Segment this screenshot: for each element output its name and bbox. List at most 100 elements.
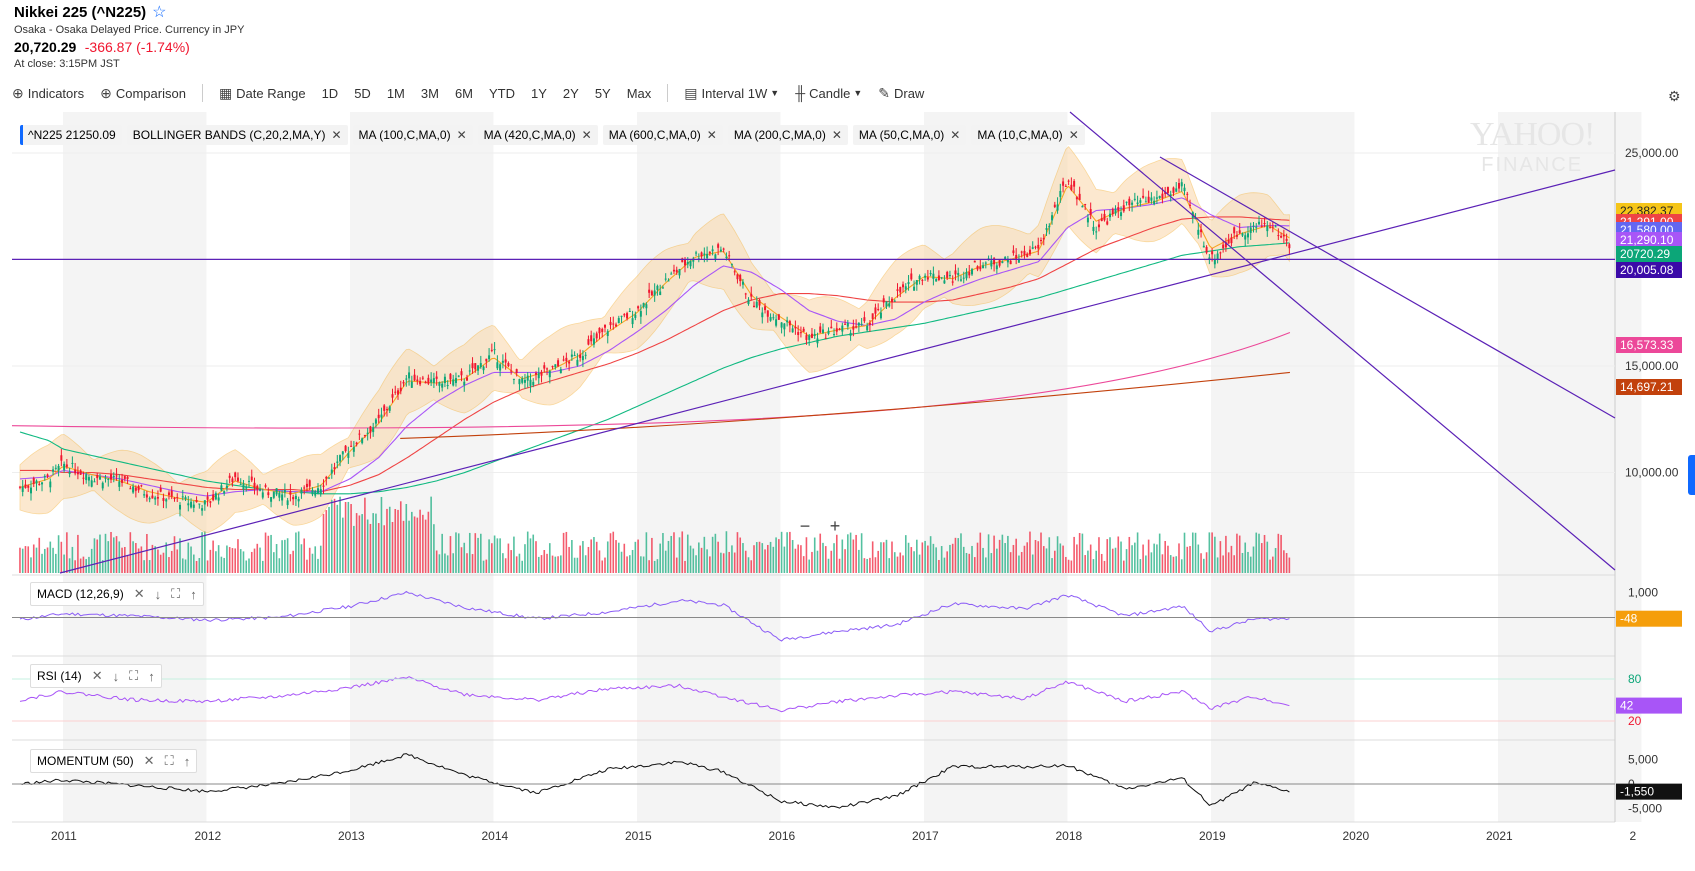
candle-body <box>76 471 79 475</box>
volume-bar <box>1070 560 1073 573</box>
volume-bar <box>1252 546 1255 573</box>
study-chip[interactable]: MA (600,C,MA,0) ✕ <box>602 125 723 145</box>
close-icon[interactable]: ✕ <box>1068 128 1079 142</box>
volume-bar <box>358 515 361 573</box>
candle-body <box>899 287 902 293</box>
volume-bar <box>77 534 79 573</box>
volume-bar <box>198 558 201 573</box>
candle-body <box>1100 218 1103 222</box>
candle-body <box>1280 235 1283 238</box>
close-icon[interactable]: ✕ <box>91 668 103 683</box>
close-icon[interactable]: ✕ <box>581 128 592 142</box>
close-icon[interactable]: ✕ <box>133 586 145 601</box>
close-icon[interactable]: ✕ <box>331 128 342 142</box>
comparison-button[interactable]: ⊕ Comparison <box>100 85 186 102</box>
candle-body <box>203 500 206 505</box>
volume-bar <box>827 558 830 573</box>
price-tag: 21,290.10 <box>1620 233 1674 247</box>
arrow-up-icon[interactable]: ↑ <box>183 753 191 769</box>
candle-body <box>681 258 684 263</box>
arrow-up-icon[interactable]: ↑ <box>190 586 197 602</box>
volume-bar <box>248 558 250 573</box>
range-2y[interactable]: 2Y <box>562 85 579 101</box>
candle-body <box>432 378 435 384</box>
date-range-button[interactable]: ▦ Date Range <box>219 85 306 102</box>
candle-body <box>372 427 375 433</box>
candle-body <box>764 306 767 311</box>
momentum-study-label[interactable]: MOMENTUM (50) ✕ ⛶ ↑ <box>30 749 198 773</box>
volume-bar <box>1018 555 1020 573</box>
volume-bar <box>678 537 681 573</box>
close-icon[interactable]: ✕ <box>456 128 467 142</box>
gear-icon[interactable]: ⚙ <box>1668 88 1681 104</box>
range-3m[interactable]: 3M <box>420 85 439 101</box>
volume-bar <box>1169 555 1172 573</box>
candle-body <box>176 497 179 499</box>
volume-bar <box>261 560 264 573</box>
star-icon[interactable]: ☆ <box>152 4 167 21</box>
candle-body <box>937 275 940 281</box>
indicators-button[interactable]: ⊕ Indicators <box>12 85 84 102</box>
draw-button[interactable]: ✎ Draw <box>878 85 924 102</box>
study-chip[interactable]: BOLLINGER BANDS (C,20,2,MA,Y) ✕ <box>126 125 348 145</box>
close-icon[interactable]: ✕ <box>706 128 717 142</box>
rsi-value-tag: 42 <box>1620 699 1634 713</box>
study-chip[interactable]: MA (100,C,MA,0) ✕ <box>352 125 473 145</box>
side-panel-tab[interactable] <box>1688 455 1695 495</box>
candle-body <box>1053 204 1056 208</box>
candle-body <box>286 500 289 506</box>
volume-bar <box>1136 532 1139 573</box>
study-chip[interactable]: MA (10,C,MA,0) ✕ <box>971 125 1085 145</box>
candle-body <box>1238 230 1241 234</box>
volume-bar <box>835 534 838 573</box>
close-icon[interactable]: ✕ <box>950 128 961 142</box>
range-6m[interactable]: 6M <box>454 85 473 101</box>
interval-dropdown[interactable]: ▤ Interval 1W ▼ <box>684 85 779 102</box>
candle-body <box>123 476 126 479</box>
candle-body <box>170 490 173 497</box>
arrow-up-icon[interactable]: ↑ <box>148 668 155 684</box>
volume-bar <box>361 514 363 573</box>
study-chip[interactable]: MA (200,C,MA,0) ✕ <box>727 125 848 145</box>
expand-icon[interactable]: ⛶ <box>164 753 174 768</box>
symbol-chip[interactable]: ^N225 21250.09 <box>20 125 122 145</box>
zoom-in-button[interactable]: + <box>829 516 841 536</box>
candle-body <box>441 383 444 388</box>
range-1m[interactable]: 1M <box>386 85 405 101</box>
study-chip[interactable]: MA (420,C,MA,0) ✕ <box>477 125 598 145</box>
expand-icon[interactable]: ⛶ <box>171 586 181 601</box>
expand-icon[interactable]: ⛶ <box>129 668 139 683</box>
range-ytd[interactable]: YTD <box>489 85 515 101</box>
candle-body <box>730 264 733 266</box>
candle-body <box>397 390 400 395</box>
candle-body <box>540 371 543 376</box>
volume-bar <box>281 540 283 573</box>
rsi-study-label[interactable]: RSI (14) ✕ ↓ ⛶ ↑ <box>30 664 162 688</box>
candle-body <box>661 287 664 289</box>
range-5d[interactable]: 5D <box>354 85 371 101</box>
range-max[interactable]: Max <box>626 85 652 101</box>
range-5y[interactable]: 5Y <box>594 85 611 101</box>
candle-body <box>311 489 314 495</box>
zoom-out-button[interactable]: − <box>799 516 811 536</box>
study-chip[interactable]: MA (50,C,MA,0) ✕ <box>852 125 967 145</box>
volume-bar <box>938 559 940 573</box>
volume-bar <box>1247 551 1249 573</box>
macd-study-label[interactable]: MACD (12,26,9) ✕ ↓ ⛶ ↑ <box>30 582 204 606</box>
candle-body <box>385 409 388 411</box>
volume-bar <box>946 551 948 573</box>
arrow-down-icon[interactable]: ↓ <box>112 668 120 684</box>
chart-type-dropdown[interactable]: ╫ Candle ▼ <box>795 85 862 101</box>
volume-bar <box>985 557 987 573</box>
close-icon[interactable]: ✕ <box>831 128 842 142</box>
arrow-down-icon[interactable]: ↓ <box>154 586 162 602</box>
volume-bar <box>24 546 27 573</box>
close-icon[interactable]: ✕ <box>143 753 155 768</box>
candle-body <box>355 442 358 445</box>
volume-bar <box>612 531 615 573</box>
candle-body <box>57 465 60 471</box>
candle-body <box>761 312 764 318</box>
range-1d[interactable]: 1D <box>321 85 339 101</box>
range-1y[interactable]: 1Y <box>531 85 547 101</box>
